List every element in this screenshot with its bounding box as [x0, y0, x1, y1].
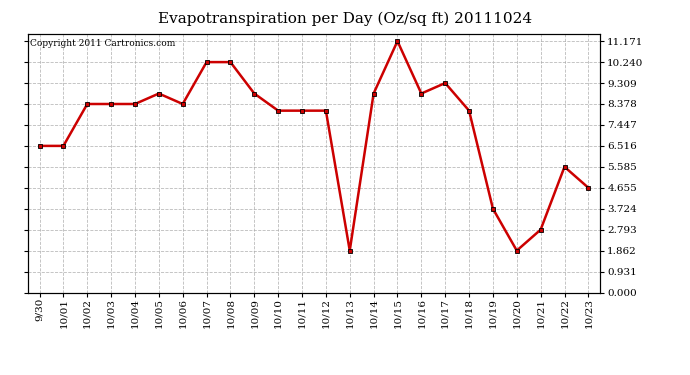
Text: Evapotranspiration per Day (Oz/sq ft) 20111024: Evapotranspiration per Day (Oz/sq ft) 20…	[158, 11, 532, 26]
Text: Copyright 2011 Cartronics.com: Copyright 2011 Cartronics.com	[30, 39, 176, 48]
